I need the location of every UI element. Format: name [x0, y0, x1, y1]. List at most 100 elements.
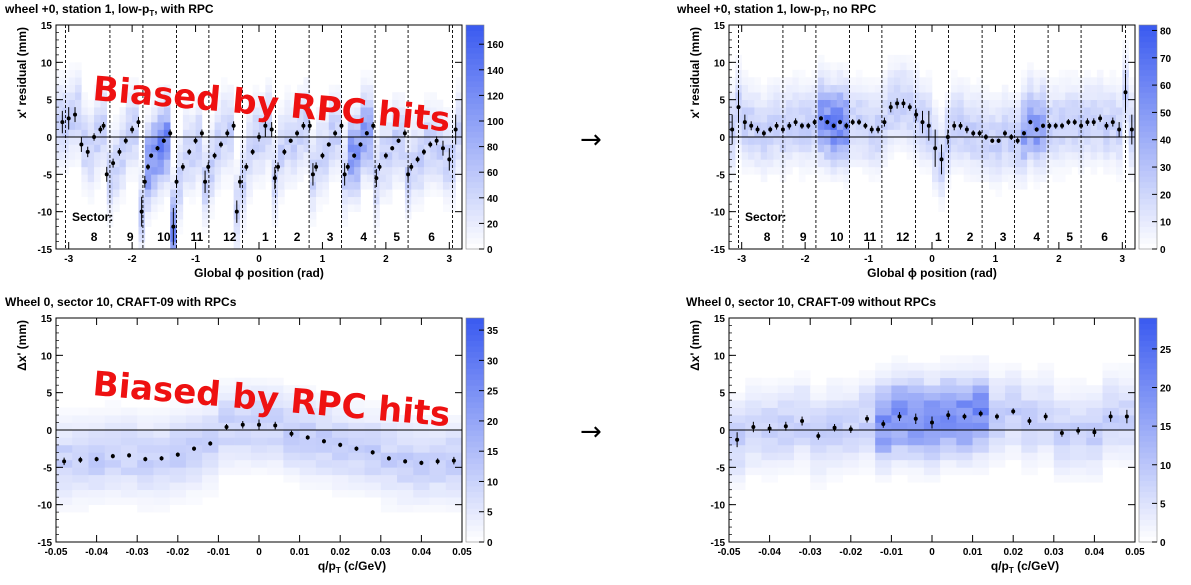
- heatmap-cell: [360, 69, 368, 78]
- color-step: [466, 75, 484, 82]
- heatmap-cell: [824, 84, 831, 93]
- heatmap-cell: [1118, 377, 1136, 386]
- heatmap-cell: [68, 129, 76, 138]
- heatmap-cell: [354, 159, 361, 168]
- heatmap-cell: [104, 415, 122, 423]
- heatmap-cell: [817, 151, 825, 160]
- heatmap-cell: [824, 99, 831, 108]
- profile-point: [897, 414, 902, 419]
- heatmap-cell: [185, 437, 203, 446]
- heatmap-cell: [843, 151, 850, 160]
- heatmap-cell: [239, 211, 247, 220]
- color-step: [466, 120, 484, 127]
- heatmap-cell: [824, 69, 831, 78]
- heatmap-cell: [151, 92, 158, 100]
- heatmap-cell: [195, 114, 203, 123]
- heatmap-cell: [113, 204, 120, 212]
- heatmap-cell: [430, 129, 437, 138]
- heatmap-cell: [900, 137, 907, 145]
- heatmap-cell: [893, 114, 901, 123]
- heatmap-cell: [398, 144, 406, 153]
- heatmap-cell: [989, 122, 996, 130]
- heatmap-cell: [449, 144, 456, 153]
- heatmap-cell: [1037, 400, 1055, 408]
- heatmap-cell: [1122, 114, 1129, 123]
- heatmap-cell: [445, 415, 463, 423]
- heatmap-cell: [1021, 392, 1038, 401]
- heatmap-cell: [1096, 84, 1104, 93]
- heatmap-cell: [379, 159, 387, 168]
- color-step: [1139, 525, 1157, 532]
- heatmap-cell: [745, 407, 762, 416]
- heatmap-cell: [56, 151, 63, 160]
- heatmap-cell: [855, 137, 863, 145]
- profile-point: [978, 411, 983, 416]
- heatmap-cell: [875, 362, 892, 371]
- heatmap-cell: [185, 407, 203, 416]
- heatmap-cell: [919, 92, 926, 100]
- heatmap-cell: [239, 189, 247, 198]
- heatmap-cell: [234, 407, 252, 416]
- heatmap-cell: [777, 400, 795, 408]
- heatmap-cell: [754, 77, 762, 86]
- heatmap-cell: [729, 415, 746, 423]
- heatmap-cell: [824, 166, 831, 175]
- heatmap-cell: [940, 355, 957, 364]
- heatmap-cell: [169, 489, 187, 498]
- heatmap-cell: [1071, 84, 1079, 93]
- heatmap-cell: [445, 452, 463, 461]
- heatmap-cell: [754, 144, 762, 153]
- heatmap-cell: [271, 151, 279, 160]
- heatmap-cell: [144, 137, 152, 145]
- heatmap-cell: [798, 99, 806, 108]
- z-tick-label: 5: [487, 508, 493, 519]
- heatmap-cell: [881, 137, 888, 145]
- heatmap-cell: [976, 99, 984, 108]
- heatmap-cell: [195, 151, 203, 160]
- heatmap-cell: [398, 166, 406, 175]
- heatmap-cell: [842, 407, 860, 416]
- heatmap-cell: [153, 489, 170, 498]
- heatmap-cell: [94, 181, 101, 190]
- profile-point: [901, 101, 906, 106]
- profile-point: [958, 123, 963, 128]
- heatmap-cell: [157, 92, 165, 100]
- profile-point: [310, 172, 315, 177]
- heatmap-cell: [100, 144, 108, 153]
- profile-point: [1028, 120, 1033, 125]
- heatmap-cell: [72, 452, 89, 461]
- heatmap-cell: [1053, 400, 1071, 408]
- heatmap-cell: [234, 444, 252, 453]
- heatmap-cell: [982, 144, 990, 153]
- color-step: [1139, 64, 1157, 71]
- heatmap-cell: [761, 392, 779, 401]
- heatmap-cell: [430, 151, 437, 160]
- heatmap-cell: [284, 122, 292, 130]
- panel-title: Wheel 0, sector 10, CRAFT-09 without RPC…: [686, 295, 936, 309]
- heatmap-cell: [169, 400, 187, 408]
- heatmap-cell: [411, 144, 418, 153]
- heatmap-cell: [75, 122, 82, 130]
- heatmap-cell: [250, 400, 268, 408]
- heatmap-cell: [748, 129, 755, 138]
- profile-point: [212, 153, 217, 158]
- heatmap-cell: [1033, 159, 1041, 168]
- heatmap-cell: [322, 196, 330, 205]
- panel-no-rpc-qpt: Wheel 0, sector 10, CRAFT-09 without RPC…: [686, 295, 1172, 575]
- z-tick-label: 10: [1160, 218, 1172, 229]
- heatmap-cell: [855, 129, 863, 138]
- color-step: [1139, 181, 1157, 188]
- heatmap-cell: [315, 392, 333, 401]
- color-step: [1139, 114, 1157, 121]
- heatmap-cell: [189, 107, 196, 115]
- heatmap-cell: [328, 159, 336, 168]
- heatmap-cell: [75, 151, 82, 160]
- heatmap-cell: [138, 174, 146, 183]
- heatmap-cell: [297, 151, 304, 160]
- heatmap-cell: [234, 377, 252, 386]
- profile-point: [326, 142, 331, 147]
- heatmap-cell: [218, 430, 235, 438]
- color-step: [1139, 53, 1157, 59]
- heatmap-cell: [741, 92, 749, 100]
- heatmap-cell: [284, 137, 292, 145]
